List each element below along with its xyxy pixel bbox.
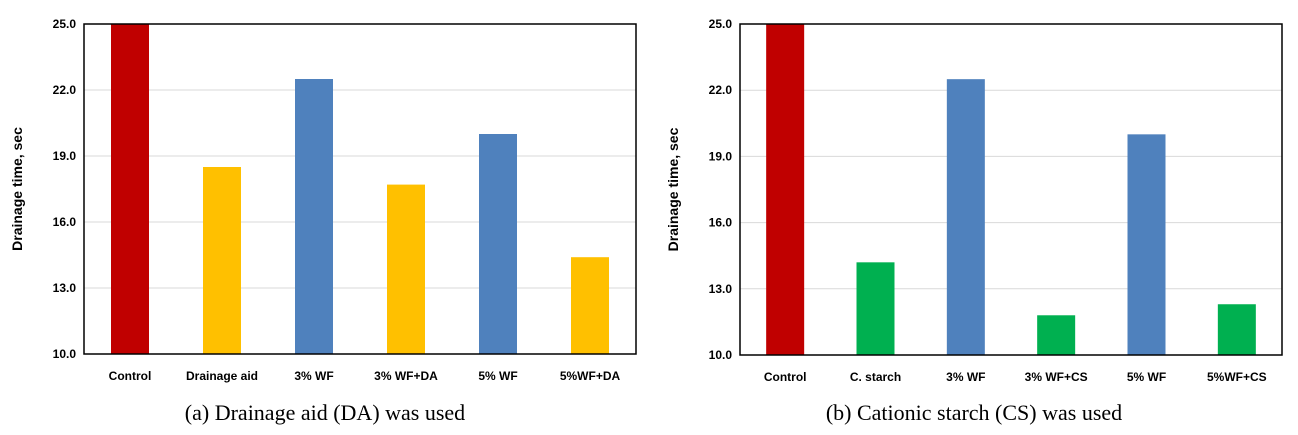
bar-5-wf xyxy=(479,134,517,354)
y-tick-label: 19.0 xyxy=(709,149,733,163)
bar-chart-a: Control Drainage aid 3% WF 3% WF+DA 5% WF 5%W… xyxy=(9,17,637,383)
y-tick-label: 22.0 xyxy=(709,83,733,97)
y-tick-label: 16.0 xyxy=(709,216,733,230)
y-tick-label: 25.0 xyxy=(53,17,77,31)
category-label: 5% WF xyxy=(1127,370,1166,384)
bar-control xyxy=(766,24,805,355)
category-label: 5%WF+CS xyxy=(1207,370,1267,384)
bar-3-wf xyxy=(946,79,985,356)
bar-c-starch xyxy=(856,262,895,355)
y-tick-label: 13.0 xyxy=(709,282,733,296)
category-label: 3% WF xyxy=(294,369,333,383)
y-tick-label: 10.0 xyxy=(709,348,733,362)
bar-3-wf-da xyxy=(387,184,425,354)
bar-3-wf xyxy=(295,79,333,354)
category-label: 3% WF+DA xyxy=(374,369,438,383)
category-label: 5%WF+DA xyxy=(560,369,621,383)
y-tick-label: 19.0 xyxy=(53,149,77,163)
y-tick-label: 22.0 xyxy=(53,83,77,97)
y-tick-label: 10.0 xyxy=(53,347,77,361)
chart-panel-a: Control Drainage aid 3% WF 3% WF+DA 5% WF 5%W… xyxy=(9,17,637,425)
chart-caption-a: (a) Drainage aid (DA) was used xyxy=(184,400,466,425)
y-tick-label: 13.0 xyxy=(53,281,77,295)
chart-caption-b: (b) Cationic starch (CS) was used xyxy=(825,400,1123,425)
category-label: Control xyxy=(109,369,152,383)
bar-drainage-aid xyxy=(203,167,241,354)
bar-5-wf xyxy=(1127,134,1166,355)
category-label: 5% WF xyxy=(478,369,517,383)
bar-5-wf-cs xyxy=(1217,304,1256,355)
category-label: Control xyxy=(764,370,807,384)
plot-frame xyxy=(83,23,637,355)
y-tick-label: 16.0 xyxy=(53,215,77,229)
y-tick-label: 25.0 xyxy=(709,17,733,31)
category-label: Drainage aid xyxy=(186,369,258,383)
chart-panel-b: Control C. starch 3% WF 3% WF+CS 5% WF 5%WF+C… xyxy=(650,0,1298,435)
category-label: C. starch xyxy=(850,370,901,384)
y-axis-title: Drainage time, sec xyxy=(9,127,25,251)
bar-5-wf-da xyxy=(571,257,609,354)
bar-3-wf-cs xyxy=(1037,315,1076,355)
y-axis-title: Drainage time, sec xyxy=(665,127,681,251)
bar-control xyxy=(111,24,149,354)
plot-frame xyxy=(739,23,1283,356)
category-label: 3% WF xyxy=(946,370,985,384)
bar-chart-b: Control C. starch 3% WF 3% WF+CS 5% WF 5%WF+C… xyxy=(665,17,1283,384)
category-label: 3% WF+CS xyxy=(1025,370,1088,384)
